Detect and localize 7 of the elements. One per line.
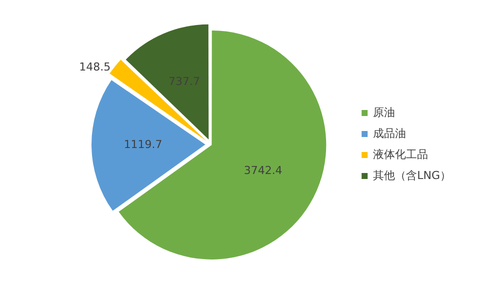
data-label: 148.5 [79, 60, 111, 74]
data-label: 3742.4 [244, 164, 282, 178]
legend-label: 液体化工品 [373, 148, 428, 161]
legend-label: 成品油 [373, 126, 406, 140]
data-label: 1119.7 [124, 138, 162, 152]
legend-label: 原油 [373, 106, 396, 119]
legend-label: 其他（含LNG） [373, 168, 452, 182]
